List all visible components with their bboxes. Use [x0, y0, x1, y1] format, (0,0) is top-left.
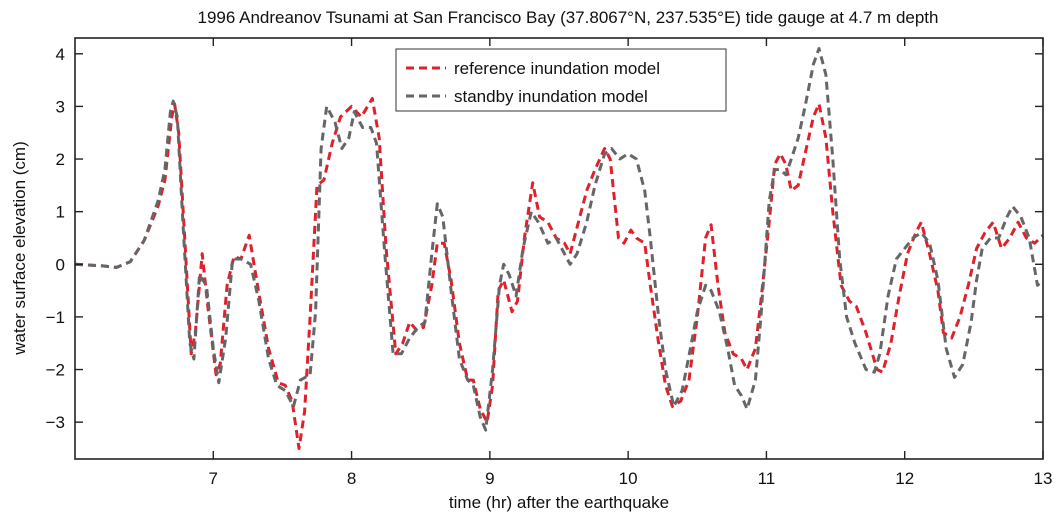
y-tick-label: 3 [56, 97, 65, 116]
x-tick-label: 9 [485, 469, 494, 488]
x-tick-label: 8 [347, 469, 356, 488]
legend-label-reference: reference inundation model [454, 59, 660, 78]
y-tick-label: 4 [56, 45, 65, 64]
y-tick-label: −3 [46, 413, 65, 432]
legend-label-standby: standby inundation model [454, 87, 648, 106]
legend: reference inundation model standby inund… [396, 49, 726, 111]
x-tick-label: 7 [209, 469, 218, 488]
x-axis-label: time (hr) after the earthquake [449, 493, 669, 512]
x-tick-label: 11 [758, 469, 776, 488]
x-tick-label: 13 [1034, 469, 1053, 488]
chart-title: 1996 Andreanov Tsunami at San Francisco … [198, 8, 939, 27]
x-tick-label: 12 [895, 469, 914, 488]
series-line-reference [75, 99, 1043, 449]
y-tick-label: 0 [56, 255, 65, 274]
y-tick-label: −2 [46, 361, 65, 380]
y-tick-label: −1 [46, 308, 65, 327]
y-tick-label: 2 [56, 150, 65, 169]
x-tick-label: 10 [619, 469, 638, 488]
y-tick-label: 1 [56, 203, 65, 222]
y-axis-label: water surface elevation (cm) [10, 141, 29, 356]
